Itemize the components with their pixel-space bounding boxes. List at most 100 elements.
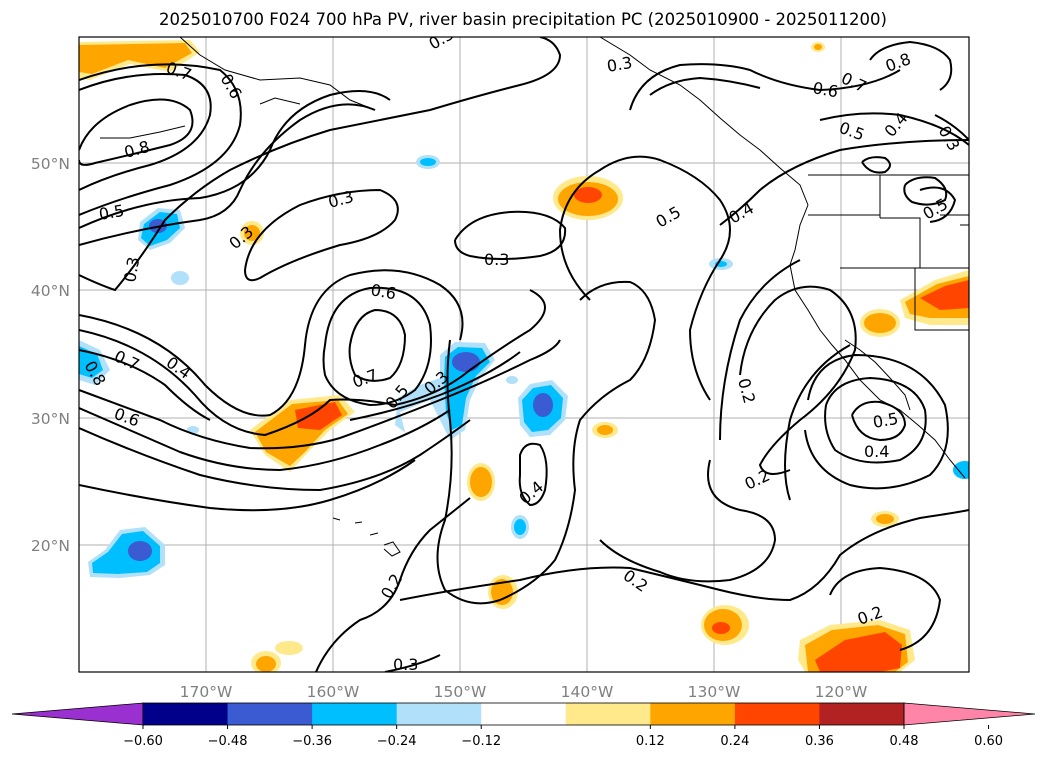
colorbar-segment [312,703,398,725]
contour-04-nw [79,103,376,246]
contour-02-south [399,509,969,602]
contour-05-south [79,407,451,472]
colorbar-segment [143,703,229,725]
colorbar-segments [11,702,1036,726]
contour-02-east [739,285,857,475]
contour-06-ne [629,63,901,111]
map-panel: 0.7 0.6 0.5 0.8 0.3 0.3 0.3 0.3 0.6 0.7 … [78,36,970,674]
positive-blob-14n-129w [701,605,749,645]
colorbar-tick-label: −0.12 [461,734,501,749]
colorbar-tick-label: −0.60 [123,734,163,749]
negative-blob-44n-174w [138,208,189,285]
hawaii-islands [332,517,401,557]
contour-07-loop [348,308,407,382]
colorbar-frame [142,702,905,726]
positive-blob-bering [811,42,825,52]
contour-04-center-broad [558,155,731,401]
contour-04-south [79,419,471,492]
contour-03-north-broad [79,37,562,292]
positive-blob-small-112w [871,511,899,527]
latitude-labels: 50°N 40°N 30°N 20°N [31,155,70,555]
colorbar-tick-label: 0.24 [720,734,749,749]
contour-label-21: 0.3 [393,655,418,674]
contour-07-band [79,349,521,421]
colorbar-tick-label: −0.48 [208,734,248,749]
contour-04-band [79,289,546,437]
colorbar-tick-label: −0.36 [292,734,332,749]
colorbar-extend-high [903,702,1036,726]
negative-blob-20n-173w [88,527,165,578]
positive-blob-12n-118w [798,620,915,672]
contour-07-nw [79,73,212,191]
contour-label-31: 0.4 [864,442,889,461]
contour-03-loop-a [244,188,399,282]
lon-label-160w: 160°W [307,683,360,701]
contour-02-south-broad [315,497,471,672]
state-borders [808,175,969,268]
negative-blob-small-23n [506,376,529,539]
colorbar-tick-label: 0.48 [890,734,919,749]
alaska-coast [100,37,371,139]
negative-blob-se-edge [953,461,969,479]
lon-label-140w: 140°W [561,683,614,701]
contour-04-east-ring [824,376,927,464]
lon-label-170w: 170°W [180,683,233,701]
contour-03-southwest [384,654,441,672]
contour-03-ne [919,114,969,223]
negative-blob-32n-144w [518,380,568,437]
contour-08-nw [79,98,194,166]
contour-label-9: 0.6 [369,280,397,303]
contour-05-band [79,269,464,417]
lat-label-50n: 50°N [31,155,70,173]
negative-blob-small-50n [416,155,440,169]
contour-02-loop [829,566,942,651]
lat-label-30n: 30°N [31,410,70,428]
contour-05-ne [819,112,969,146]
colorbar-ticks: −0.60 −0.48 −0.36 −0.24 −0.12 0.12 0.24 0.36 0.4… [123,725,1003,749]
contour-05-ring-ne [861,156,891,174]
us-mexico-border [840,267,969,331]
map-background [79,37,969,672]
contour-07-ne [649,76,761,96]
contour-05-small-ne [903,176,948,206]
colorbar-tick-label: 0.36 [805,734,834,749]
alaska-panhandle-coast [599,37,809,206]
contour-04-mid-loop [518,442,548,507]
pv-contours [79,37,969,672]
contour-03-south [79,459,416,512]
contour-label-32: 0.3 [605,53,633,76]
positive-blob-25n-152w [467,463,495,501]
contour-03-east-ring [804,353,949,490]
baja-coast [844,339,911,411]
contour-04-ne [719,139,969,226]
positive-blob-10n-165w [251,641,303,672]
colorbar: −0.60 −0.48 −0.36 −0.24 −0.12 0.12 0.24 0.36 0.4… [11,702,1036,749]
lat-label-20n: 20°N [31,537,70,555]
colorbar-extend-low [11,702,144,726]
contour-02-east-outer [719,259,801,441]
colorbar-tick-label: 0.12 [636,734,665,749]
positive-blob-california [860,270,969,337]
colorbar-segment [734,703,820,725]
contour-02-far-east [784,344,851,501]
colorbar-segment [481,703,567,725]
figure-title: 2025010700 F024 700 hPa PV, river basin … [159,10,887,29]
colorbar-segment [565,703,651,725]
colorbar-segment [650,703,736,725]
contour-label-7: 0.3 [120,255,143,283]
map-frame [78,36,970,673]
contour-03-ring [454,210,567,260]
contour-label-29: 0.6 [811,78,839,101]
colorbar-tick-label: −0.24 [377,734,417,749]
contour-06-loop [322,286,432,407]
contour-02-east-low [599,459,777,583]
contour-label-3: 0.5 [97,201,125,224]
contour-05-nw [79,90,391,229]
contour-08-ne [869,40,953,91]
contour-label-6: 0.3 [484,250,509,269]
positive-blob-nw [79,40,200,80]
colorbar-tick-label: 0.60 [974,734,1003,749]
contour-label-30: 0.5 [871,409,899,432]
positive-blob-30n-160w [250,395,355,472]
lon-label-120w: 120°W [815,683,868,701]
